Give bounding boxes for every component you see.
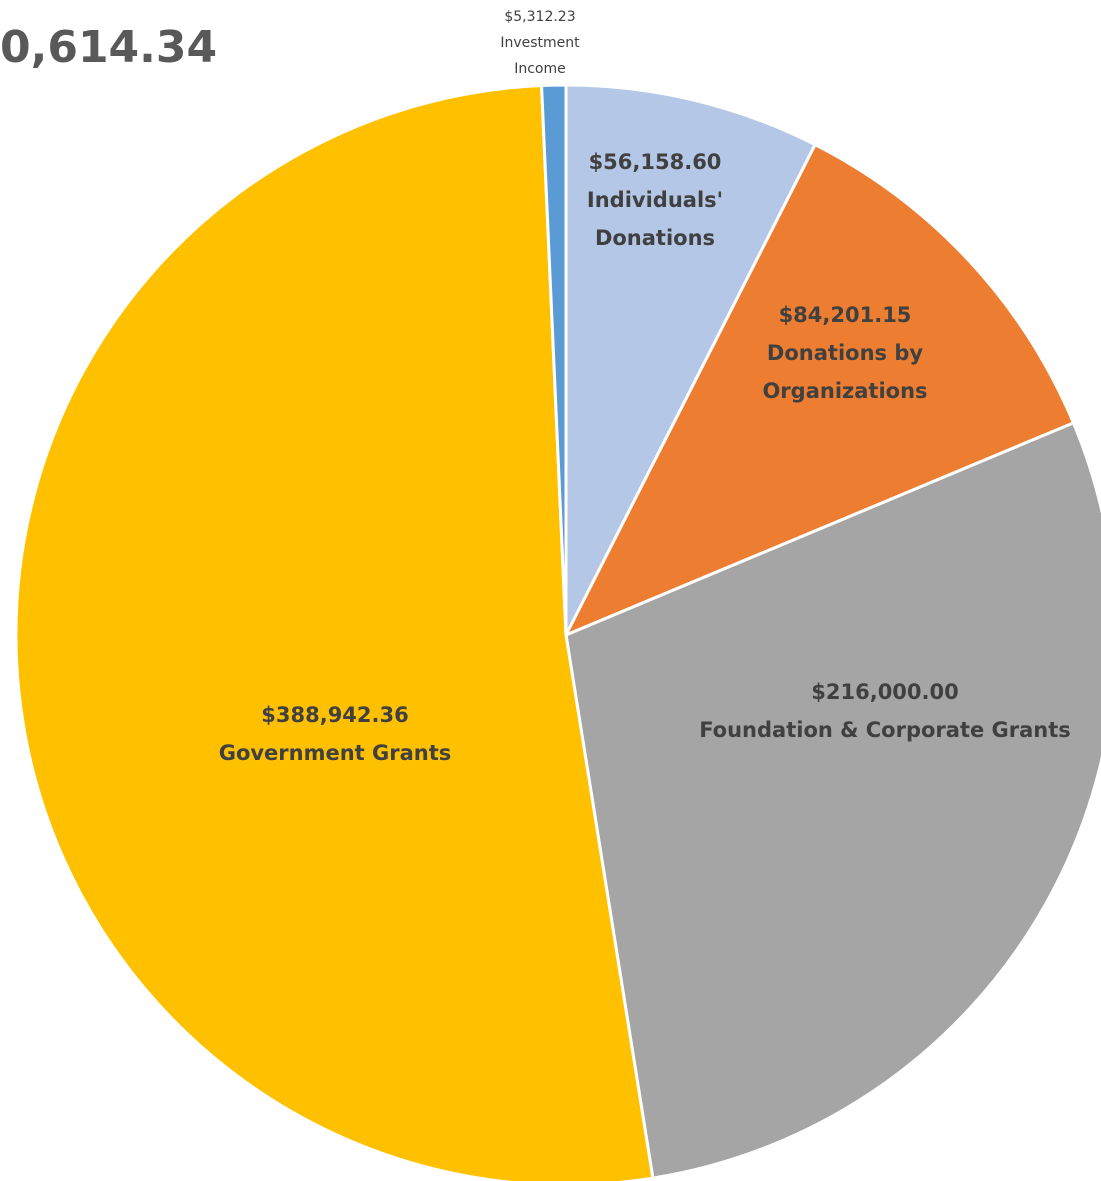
- pie-slice: [562, 142, 1076, 638]
- pie-slice: [539, 83, 568, 636]
- pie-slice: [14, 83, 655, 1181]
- value-label: $5,312.23: [504, 9, 576, 25]
- category-label: Individuals' Donations: [586, 188, 724, 250]
- category-label: Donations by Organizations: [762, 341, 928, 403]
- pie-slice: [564, 83, 818, 636]
- value-label: $84,201.15: [778, 303, 912, 327]
- category-label: Government Grants: [218, 741, 452, 765]
- pie-slice: [564, 420, 1101, 1180]
- category-label: Investment Income: [500, 35, 580, 77]
- value-label: $216,000.00: [811, 680, 959, 704]
- chart-title: 0,614.34: [0, 22, 218, 73]
- category-label: Foundation & Corporate Grants: [699, 718, 1071, 742]
- value-label: $56,158.60: [588, 150, 722, 174]
- value-label: $388,942.36: [261, 703, 409, 727]
